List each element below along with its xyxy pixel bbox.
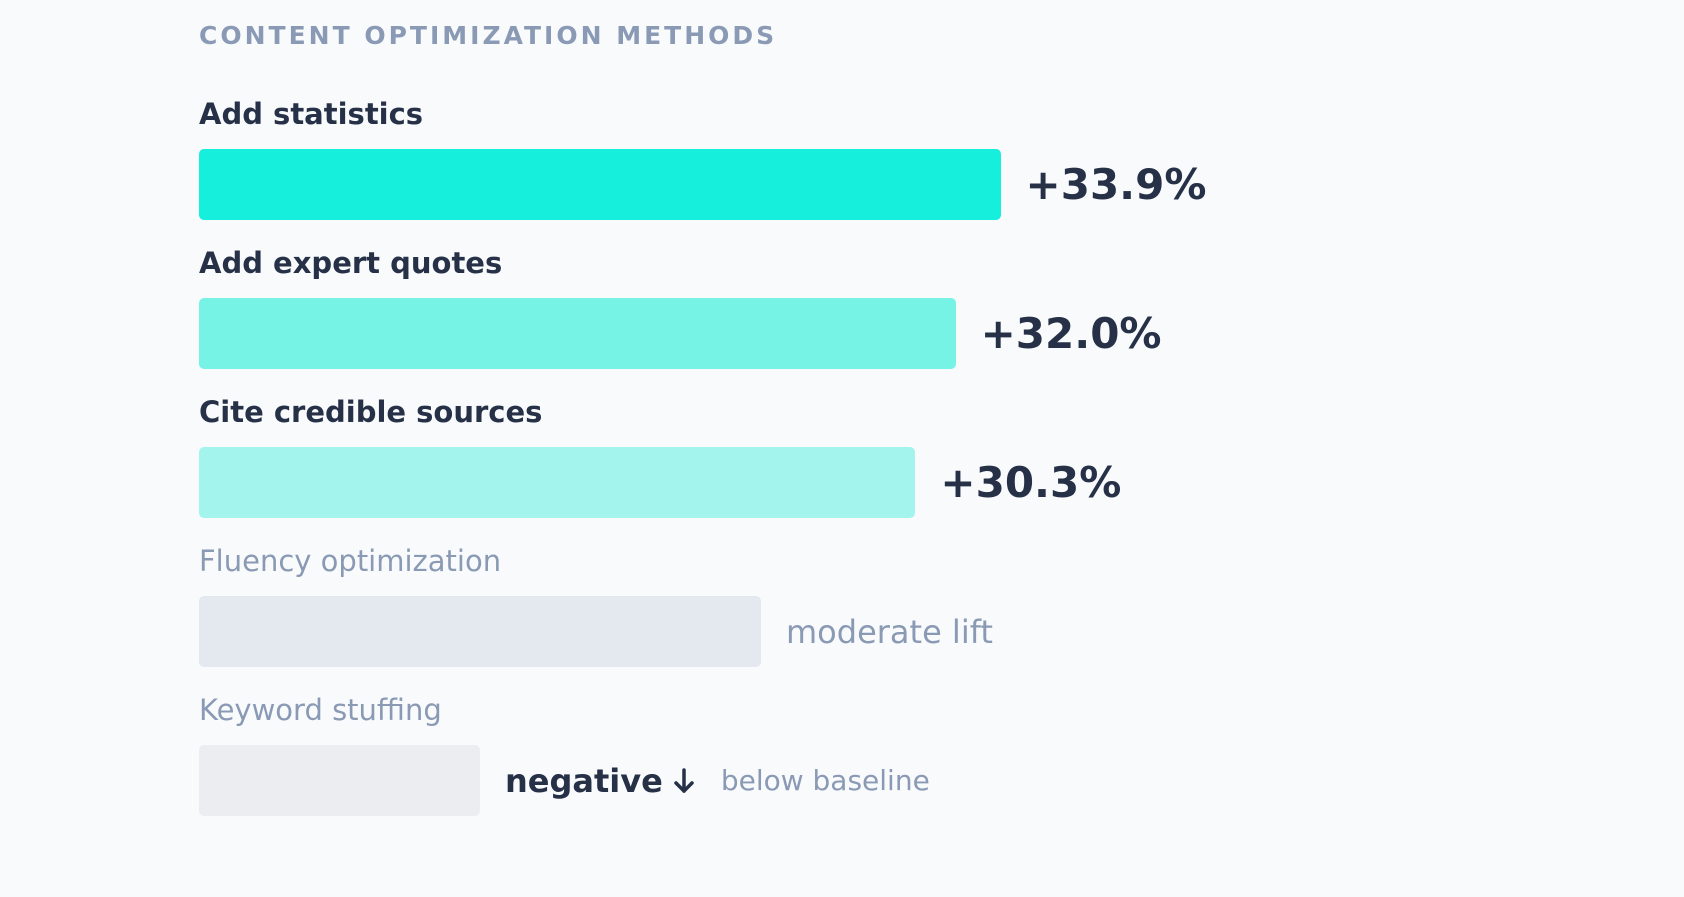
bar-value-label: +30.3%: [940, 458, 1122, 507]
chart-title: CONTENT OPTIMIZATION METHODS: [199, 21, 778, 50]
bar: [199, 745, 480, 816]
bar-label: Keyword stuffing: [199, 693, 442, 727]
bar: [199, 447, 916, 518]
bar-value-label: +33.9%: [1025, 160, 1207, 209]
bar-value-label: +32.0%: [980, 309, 1162, 358]
bar-row-keyword-stuffing: Keyword stuffing negative below baseline: [199, 690, 1499, 840]
bar-label: Fluency optimization: [199, 544, 502, 578]
bar: [199, 149, 1001, 220]
bar-row-fluency-optimization: Fluency optimization moderate lift: [199, 541, 1499, 691]
bar-value-label: moderate lift: [786, 612, 993, 651]
arrow-down-icon: [674, 767, 694, 793]
bar-row-cite-credible-sources: Cite credible sources +30.3%: [199, 392, 1499, 542]
bar-row-add-expert-quotes: Add expert quotes +32.0%: [199, 243, 1499, 393]
bar-value-label: negative below baseline: [505, 745, 930, 816]
below-baseline-note: below baseline: [720, 764, 930, 797]
bar: [199, 596, 761, 667]
optimization-chart: CONTENT OPTIMIZATION METHODS Add statist…: [199, 0, 1499, 897]
negative-label: negative: [505, 761, 663, 800]
bar-row-add-statistics: Add statistics +33.9%: [199, 94, 1499, 244]
bar-label: Cite credible sources: [199, 395, 543, 429]
bar-label: Add statistics: [199, 97, 424, 131]
bar: [199, 298, 956, 369]
bar-label: Add expert quotes: [199, 246, 503, 280]
